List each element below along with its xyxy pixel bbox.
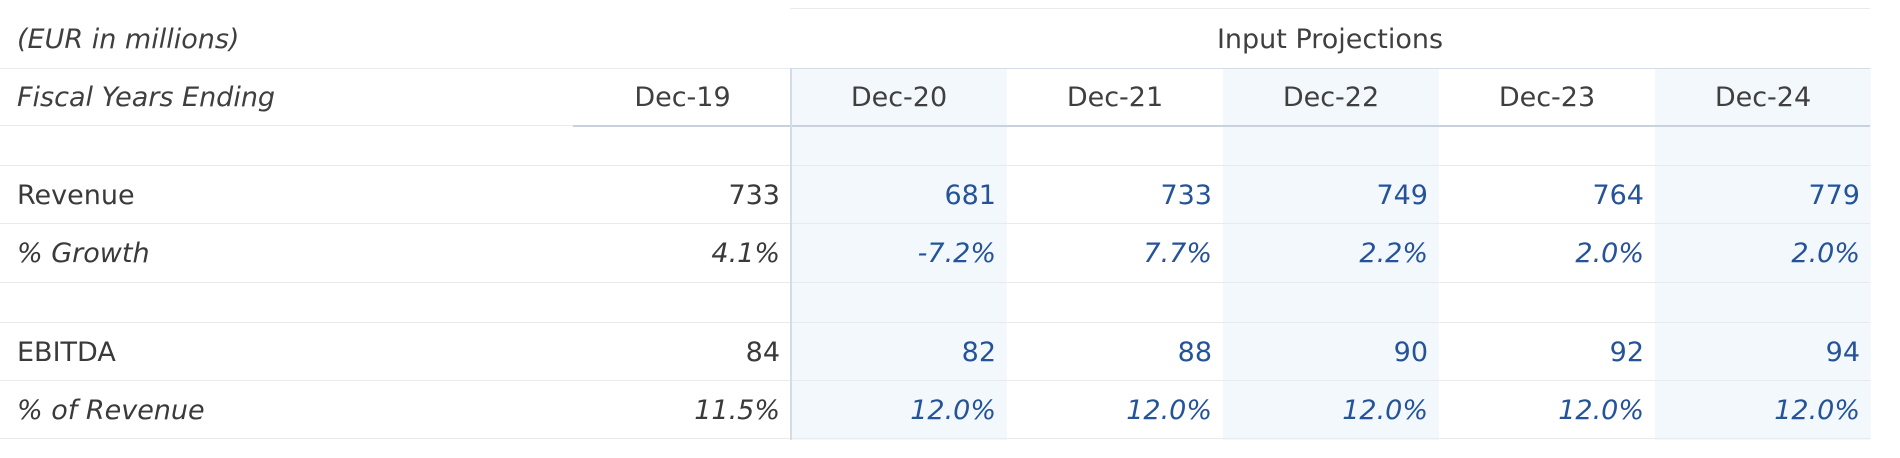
growth-dec-24[interactable]: 2.0%: [1791, 238, 1860, 269]
ebitda-dec-23[interactable]: 92: [1609, 337, 1644, 368]
ebitda-dec-19: 84: [745, 337, 780, 368]
shade-dec-20: [791, 68, 1007, 440]
growth-dec-19: 4.1%: [711, 238, 780, 269]
column-header-dec-24: Dec-24: [1714, 82, 1812, 113]
revenue-dec-21[interactable]: 733: [1160, 180, 1212, 211]
fiscal-years-label: Fiscal Years Ending: [17, 82, 276, 113]
revenue-dec-20[interactable]: 681: [944, 180, 996, 211]
gridline-top: [790, 8, 1870, 9]
gridline: [0, 380, 1870, 381]
revenue-dec-23[interactable]: 764: [1592, 180, 1644, 211]
column-header-dec-19: Dec-19: [634, 82, 731, 113]
row-label-ebitda: EBITDA: [17, 337, 116, 368]
units-label: (EUR in millions): [17, 24, 240, 55]
margin-dec-19: 11.5%: [694, 395, 780, 426]
projection-divider: [790, 68, 792, 440]
ebitda-dec-20[interactable]: 82: [961, 337, 996, 368]
growth-dec-21[interactable]: 7.7%: [1143, 238, 1212, 269]
growth-dec-23[interactable]: 2.0%: [1575, 238, 1644, 269]
gridline: [0, 165, 1870, 166]
gridline: [0, 223, 1870, 224]
ebitda-dec-22[interactable]: 90: [1393, 337, 1428, 368]
row-label-revenue: Revenue: [17, 180, 135, 211]
margin-dec-21[interactable]: 12.0%: [1126, 395, 1212, 426]
gridline: [0, 282, 1870, 283]
column-header-dec-23: Dec-23: [1498, 82, 1596, 113]
margin-dec-20[interactable]: 12.0%: [910, 395, 996, 426]
margin-dec-24[interactable]: 12.0%: [1774, 395, 1860, 426]
group-header-input-projections: Input Projections: [1216, 24, 1444, 55]
shade-dec-22: [1223, 68, 1439, 440]
header-underline: [573, 125, 1870, 127]
shade-dec-24: [1655, 68, 1871, 440]
row-label-growth: % Growth: [17, 238, 150, 269]
revenue-dec-22[interactable]: 749: [1376, 180, 1428, 211]
column-header-dec-22: Dec-22: [1282, 82, 1380, 113]
growth-dec-20[interactable]: -7.2%: [917, 238, 996, 269]
column-header-dec-21: Dec-21: [1066, 82, 1164, 113]
growth-dec-22[interactable]: 2.2%: [1359, 238, 1428, 269]
ebitda-dec-24[interactable]: 94: [1825, 337, 1860, 368]
margin-dec-22[interactable]: 12.0%: [1342, 395, 1428, 426]
revenue-dec-24[interactable]: 779: [1808, 180, 1860, 211]
row-label-margin: % of Revenue: [17, 395, 205, 426]
column-header-dec-20: Dec-20: [850, 82, 948, 113]
gridline: [0, 322, 1870, 323]
group-header-underline: [790, 68, 1870, 69]
ebitda-dec-21[interactable]: 88: [1177, 337, 1212, 368]
revenue-dec-19: 733: [728, 180, 780, 211]
gridline: [0, 438, 1870, 439]
margin-dec-23[interactable]: 12.0%: [1558, 395, 1644, 426]
